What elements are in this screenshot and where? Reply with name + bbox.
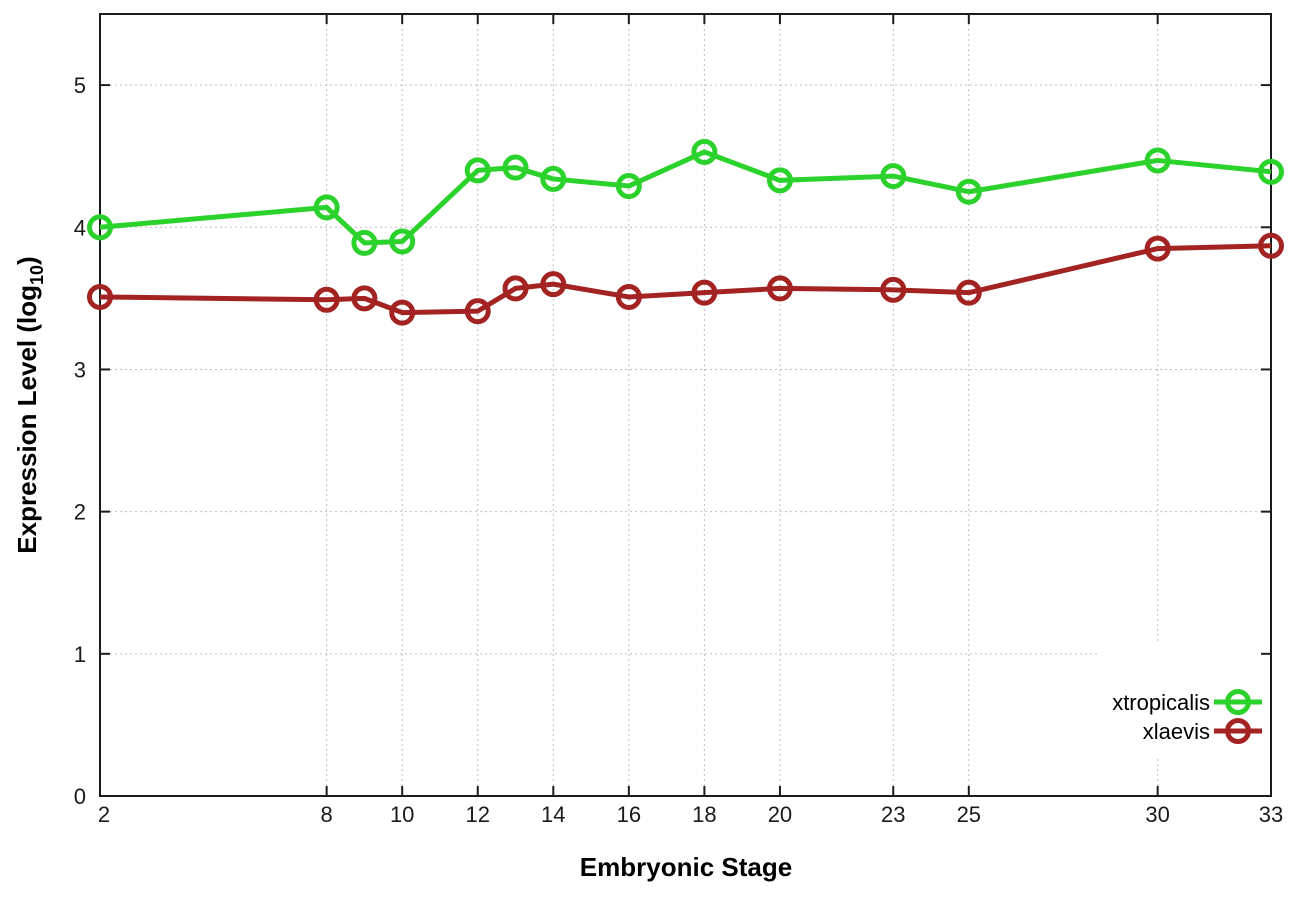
data-point-xtropicalis [1144,147,1171,174]
data-point-xtropicalis [540,165,567,192]
y-tick-label: 4 [74,215,86,240]
x-tick-label: 14 [541,802,565,827]
legend: xtropicalis xlaevis [1112,689,1262,744]
legend-marker-xlaevis [1225,718,1251,744]
data-point-xtropicalis [1258,158,1284,185]
data-point-xtropicalis [87,214,113,241]
data-point-xlaevis [615,283,642,310]
x-tick-label: 8 [321,802,333,827]
data-point-xtropicalis [955,178,982,205]
series-line-xlaevis [99,243,1272,316]
data-point-xtropicalis [766,167,793,194]
x-tick-label: 16 [617,802,641,827]
x-tick-label: 25 [957,802,981,827]
data-point-xlaevis [1258,232,1284,259]
data-point-xtropicalis [880,163,907,190]
gridlines [100,14,1271,796]
data-point-xtropicalis [502,154,529,181]
series-line-xtropicalis [99,149,1272,246]
data-point-xtropicalis [464,157,491,184]
x-axis-title: Embryonic Stage [580,852,792,882]
x-tick-label: 18 [692,802,716,827]
plot-border [99,13,1272,797]
data-point-xlaevis [955,279,982,306]
data-point-xlaevis [691,279,718,306]
data-point-xtropicalis [389,228,416,255]
x-tick-label: 2 [98,802,110,827]
x-tick-label: 33 [1259,802,1283,827]
data-point-xlaevis [1144,235,1171,262]
data-point-xlaevis [502,275,529,302]
y-axis-title: Expression Level (log10) [12,256,47,553]
legend-label-xlaevis: xlaevis [1143,719,1210,744]
data-point-xtropicalis [615,173,642,200]
y-tick-label: 2 [74,500,86,525]
x-tick-label: 10 [390,802,414,827]
data-point-xlaevis [351,285,378,312]
data-point-xlaevis [389,299,416,326]
x-tick-label: 12 [465,802,489,827]
data-series [87,138,1284,326]
plot-frame [99,13,1272,797]
legend-marker-xtropicalis [1225,689,1251,715]
y-tick-label: 5 [74,73,86,98]
data-point-xlaevis [880,276,907,303]
data-point-xlaevis [87,283,113,310]
data-point-xtropicalis [691,138,718,165]
data-point-xlaevis [766,275,793,302]
data-point-xlaevis [540,271,567,298]
data-point-xlaevis [464,298,491,325]
data-point-xtropicalis [351,229,378,256]
y-tick-label: 1 [74,642,86,667]
x-tick-label: 23 [881,802,905,827]
y-tick-label: 0 [74,784,86,809]
data-point-xlaevis [313,286,340,313]
x-tick-label: 30 [1145,802,1169,827]
x-tick-label: 20 [768,802,792,827]
legend-label-xtropicalis: xtropicalis [1112,690,1210,715]
y-tick-label: 3 [74,357,86,382]
data-point-xtropicalis [313,194,340,221]
